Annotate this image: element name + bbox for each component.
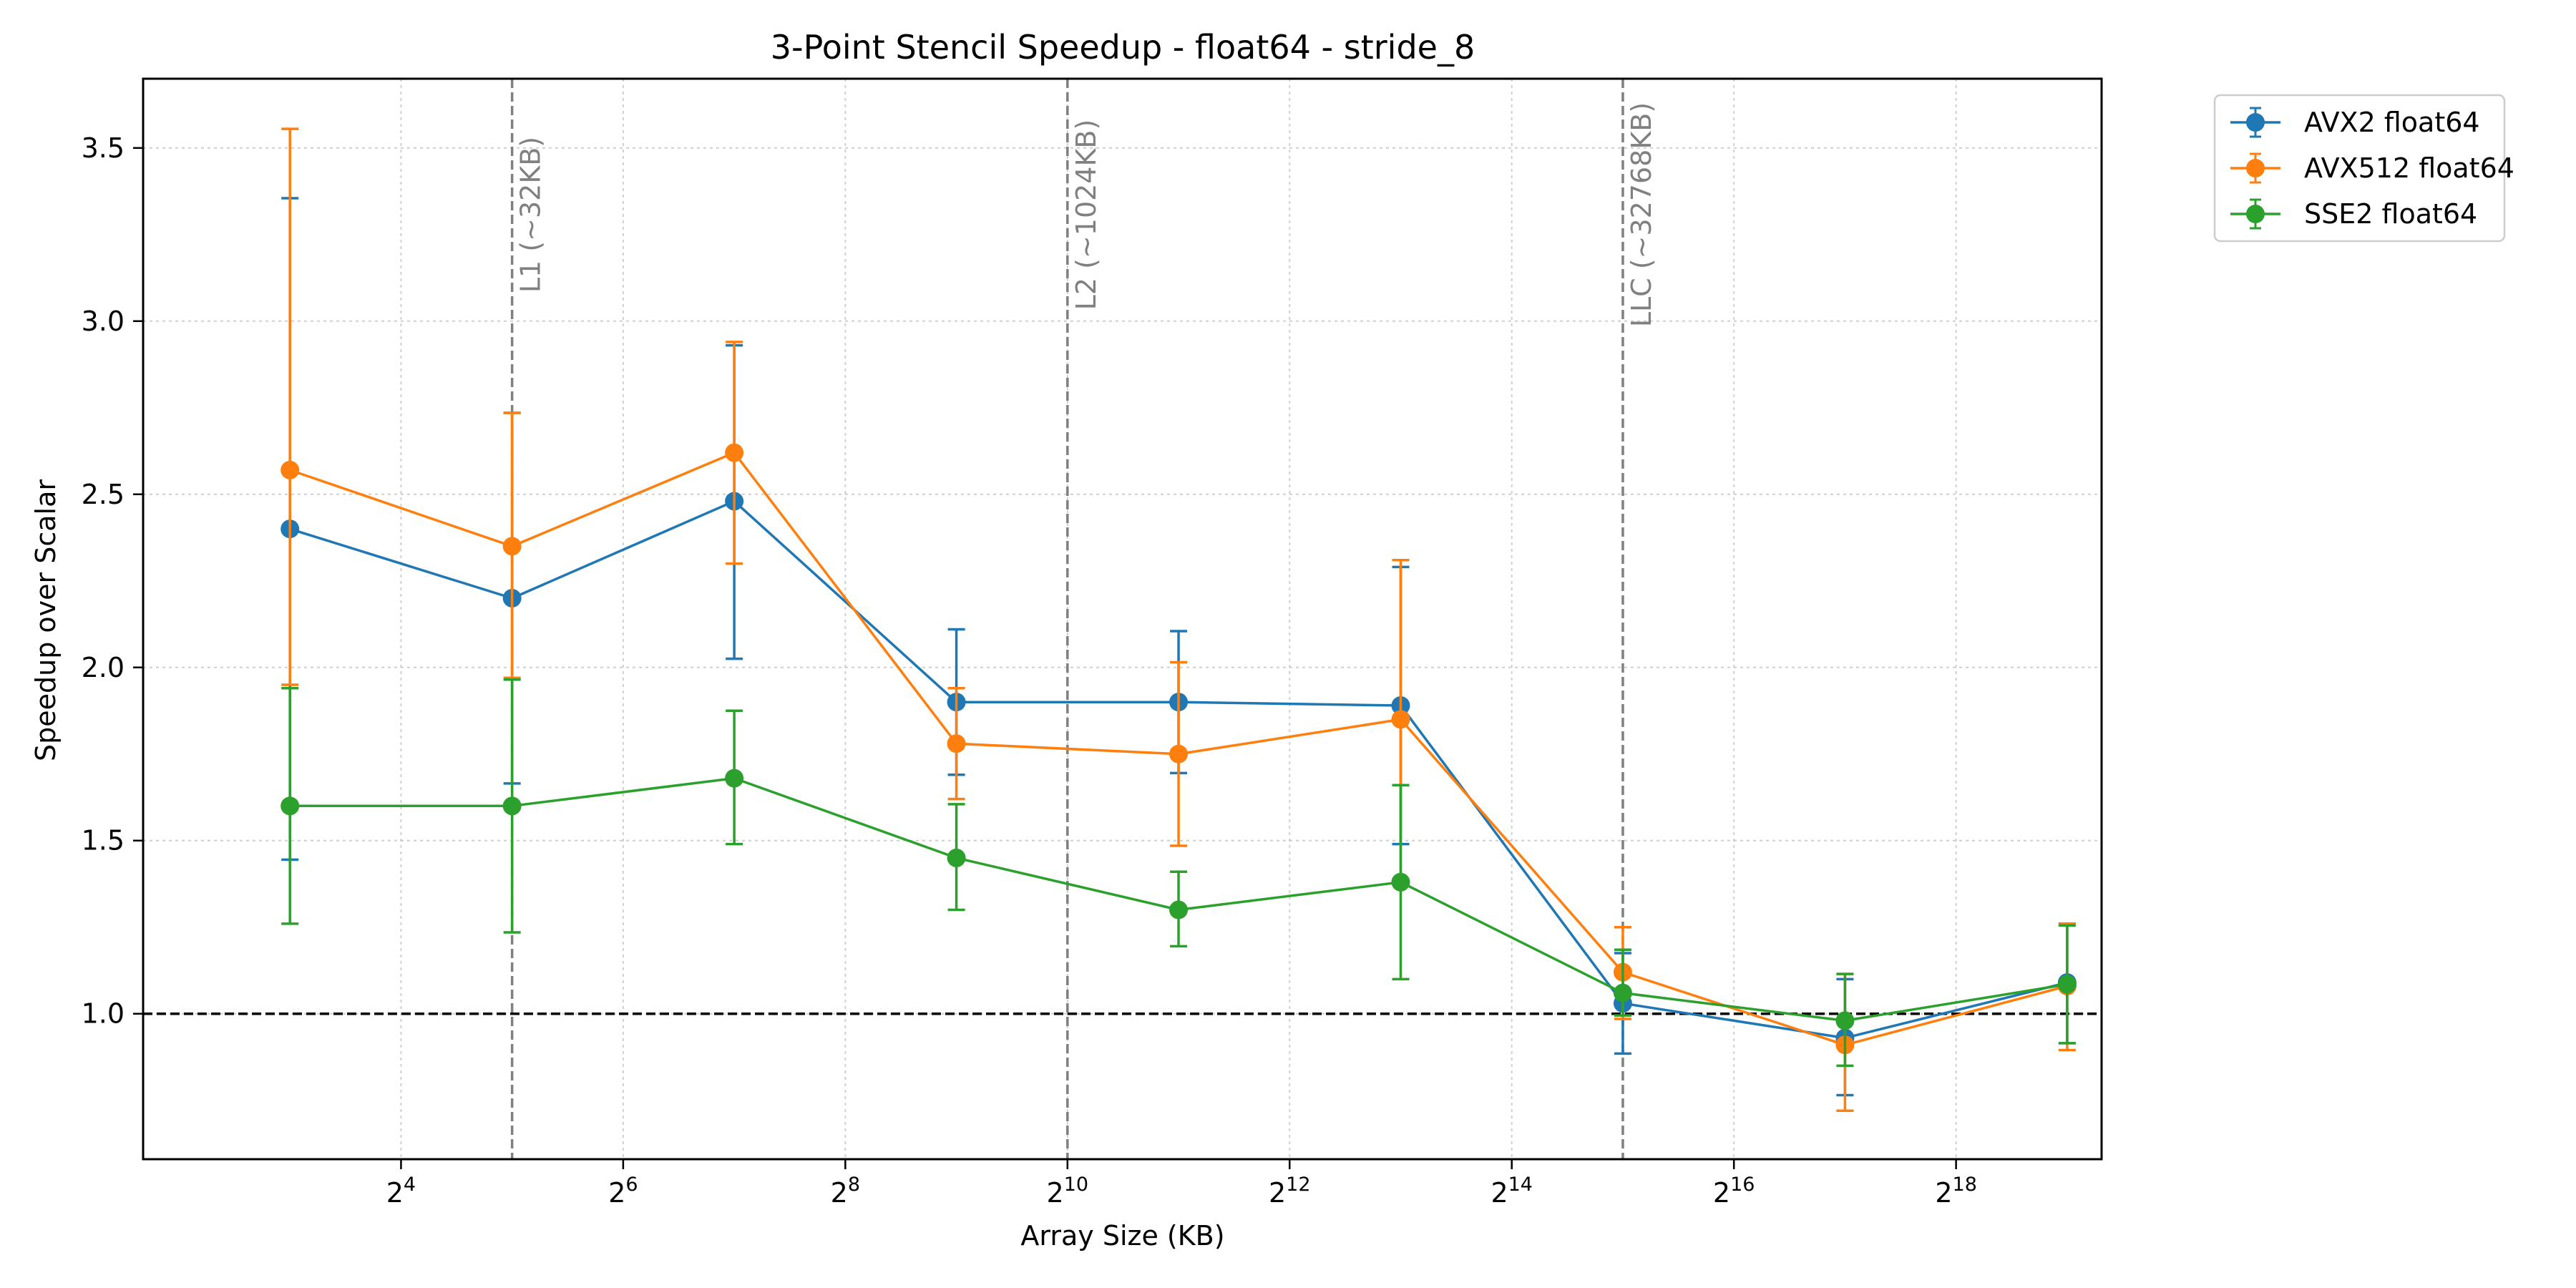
- x-tick-label: 216: [1713, 1174, 1755, 1209]
- x-tick-label: 214: [1491, 1174, 1533, 1209]
- x-tick-label: 26: [608, 1174, 638, 1209]
- data-point: [1169, 744, 1189, 763]
- cache-level-markers: L1 (~32KB) L2 (~1024KB) LLC (~32768KB): [143, 79, 2102, 1159]
- series: [280, 678, 2077, 1068]
- data-point: [1835, 1011, 1855, 1030]
- data-point: [725, 769, 744, 788]
- y-axis-label: Speedup over Scalar: [30, 479, 62, 761]
- y-tick-label: 1.0: [82, 998, 125, 1030]
- y-tick-label: 2.5: [82, 479, 125, 510]
- y-tick-label: 3.5: [82, 132, 125, 164]
- x-tick-label: 212: [1269, 1174, 1311, 1209]
- x-tick-label: 210: [1047, 1174, 1089, 1209]
- data-point: [947, 734, 966, 753]
- data-point: [1391, 710, 1410, 729]
- plot-frame: [142, 77, 2103, 1161]
- x-tick-label: 28: [831, 1174, 860, 1209]
- x-tick-label: 24: [386, 1174, 416, 1209]
- y-tick-label: 3.0: [82, 306, 125, 337]
- cache-marker-label: L2 (~1024KB): [1070, 119, 1102, 311]
- chart-title: 3-Point Stencil Speedup - float64 - stri…: [771, 28, 1475, 67]
- legend-item: AVX512 float64: [2230, 152, 2514, 184]
- data-point: [725, 443, 744, 462]
- data-point: [947, 848, 966, 867]
- legend-label: AVX512 float64: [2304, 152, 2514, 184]
- axes-layer: 24 26 28 210 212 214 216 218 1.0 1.5 2.0 2.5 3.0 3.5: [82, 77, 2103, 1209]
- legend-swatch-marker: [2246, 113, 2265, 132]
- data-point: [1391, 872, 1410, 892]
- legend-item: SSE2 float64: [2230, 198, 2477, 230]
- legend-swatch-marker: [2246, 205, 2265, 223]
- data-point: [502, 537, 522, 556]
- data-point: [1169, 900, 1189, 919]
- y-tick-label: 2.0: [82, 652, 125, 683]
- y-tick-label: 1.5: [82, 825, 125, 857]
- legend-item: AVX2 float64: [2230, 107, 2480, 138]
- data-point: [2057, 975, 2077, 994]
- legend-label: SSE2 float64: [2304, 198, 2477, 230]
- data-point: [1613, 983, 1632, 1002]
- data-point: [502, 796, 522, 816]
- legend-swatch-marker: [2246, 159, 2265, 177]
- cache-marker-label: LLC (~32768KB): [1626, 102, 1657, 327]
- data-point: [280, 796, 300, 816]
- series-layer: [280, 127, 2077, 1112]
- data-point: [280, 460, 300, 479]
- legend-label: AVX2 float64: [2304, 107, 2480, 138]
- x-tick-label: 218: [1935, 1174, 1977, 1209]
- x-axis-label: Array Size (KB): [1020, 1220, 1224, 1252]
- legend: AVX2 float64 AVX512 float64 SSE2 float64: [2213, 94, 2514, 243]
- legend-box: [2213, 94, 2506, 243]
- cache-marker-label: L1 (~32KB): [515, 137, 547, 293]
